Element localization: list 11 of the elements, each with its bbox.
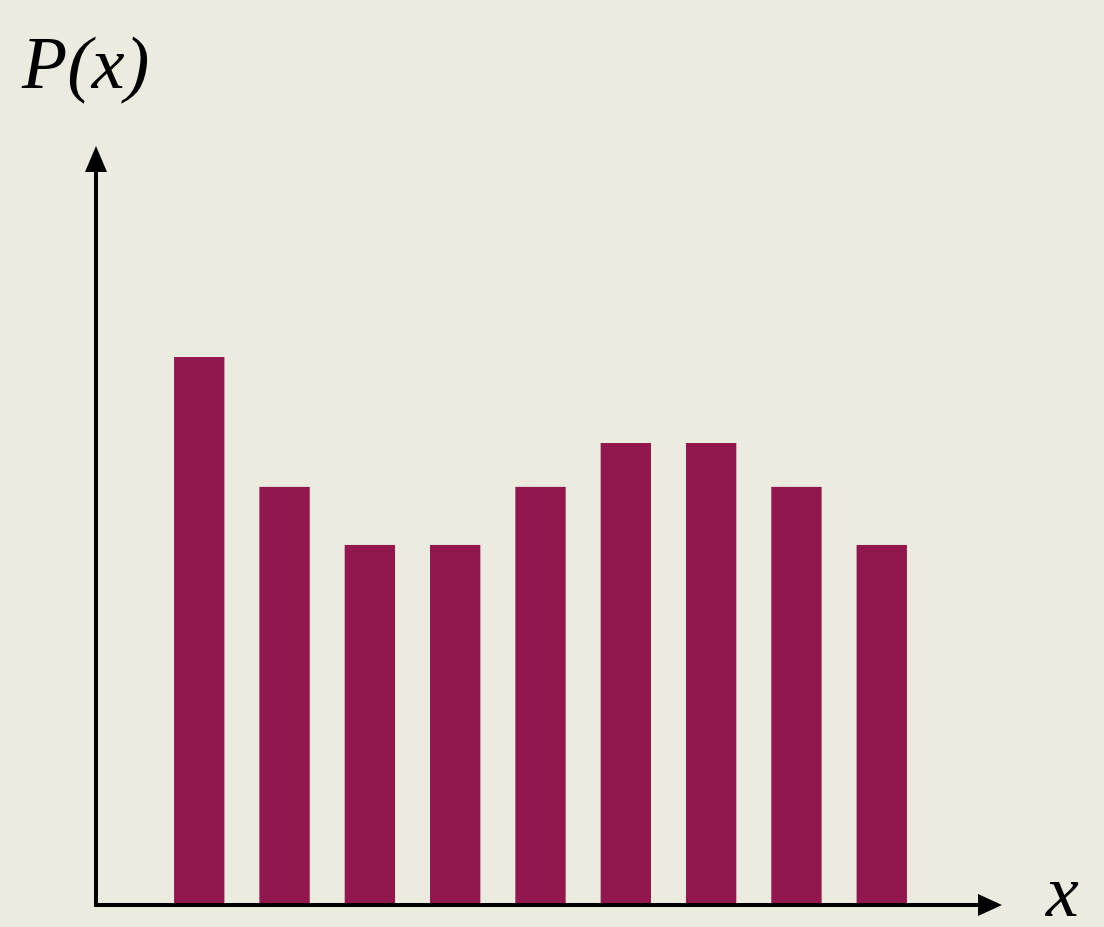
x-axis-title: x [1045, 850, 1079, 927]
y-axis-title: P(x) [21, 22, 150, 104]
bar [856, 544, 907, 905]
bar [430, 544, 481, 905]
bar [259, 486, 310, 905]
bar [685, 443, 737, 905]
bar [771, 486, 822, 905]
bar [515, 486, 566, 905]
bar [344, 544, 396, 905]
bar [174, 357, 225, 905]
bar [600, 443, 651, 905]
